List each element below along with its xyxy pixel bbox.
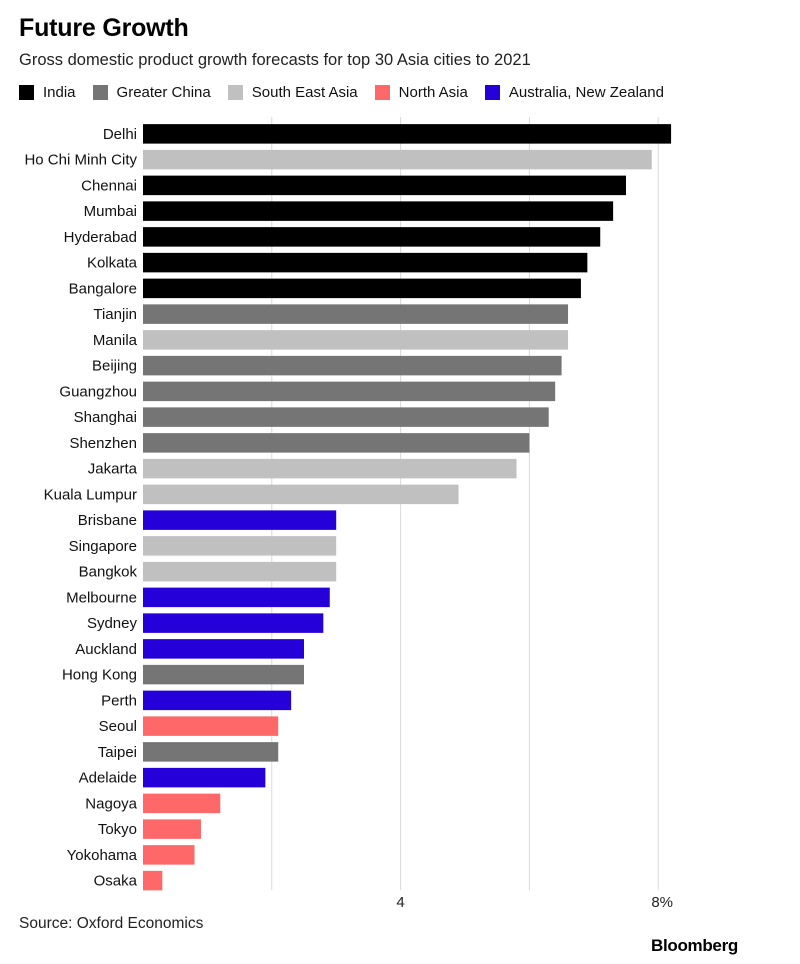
legend-item-india: India <box>19 84 76 101</box>
bar <box>143 458 517 479</box>
category-label: Nagoya <box>85 795 137 812</box>
category-label: Shanghai <box>74 409 137 426</box>
bar <box>143 278 581 299</box>
legend-item-south-east-asia: South East Asia <box>227 84 358 101</box>
category-label: Melbourne <box>66 589 137 606</box>
legend-item-north-asia: North Asia <box>374 84 468 101</box>
legend-swatch <box>92 85 108 100</box>
category-label: Osaka <box>94 873 138 890</box>
bar <box>143 407 549 427</box>
category-label: Tianjin <box>93 306 137 323</box>
bar <box>143 149 652 170</box>
bar <box>143 845 195 865</box>
legend-item-greater-china: Greater China <box>92 84 211 101</box>
category-label: Guangzhou <box>59 383 137 400</box>
legend-swatch <box>19 85 34 100</box>
bar <box>143 433 530 453</box>
brand-logo: Bloomberg <box>650 936 738 955</box>
source-note: Source: Oxford Economics <box>19 915 204 932</box>
bar <box>143 124 672 144</box>
bar <box>143 227 601 247</box>
bar <box>143 716 279 736</box>
chart-title: Future Growth <box>19 14 189 42</box>
bar <box>143 330 569 350</box>
chart-subtitle: Gross domestic product growth forecasts … <box>19 51 531 69</box>
bar <box>143 484 459 505</box>
category-label: Adelaide <box>79 770 137 787</box>
category-label: Ho Chi Minh City <box>24 152 137 169</box>
category-label: Yokohama <box>67 847 138 864</box>
bar <box>143 819 201 839</box>
legend-item-australia-new-zealand: Australia, New Zealand <box>484 84 664 101</box>
category-label: Tokyo <box>98 821 137 838</box>
bar <box>143 664 304 685</box>
legend-swatch <box>484 85 500 100</box>
legend-swatch <box>227 85 243 100</box>
category-label: Kuala Lumpur <box>44 486 137 503</box>
bar <box>143 355 562 376</box>
category-label: Hong Kong <box>62 667 137 684</box>
tick-label: 8% <box>651 894 673 911</box>
bar <box>143 639 304 659</box>
legend-label: India <box>43 84 76 101</box>
bar <box>143 742 279 762</box>
bar <box>143 767 266 788</box>
tick-label: 4 <box>396 894 404 911</box>
bar <box>143 201 614 221</box>
category-label: Brisbane <box>78 512 137 529</box>
bar <box>143 304 569 324</box>
category-label: Shenzhen <box>69 435 137 452</box>
legend-swatch <box>374 85 390 100</box>
bar <box>143 561 337 582</box>
category-label: Manila <box>93 332 138 349</box>
bar <box>143 175 626 196</box>
category-label: Jakarta <box>88 461 138 478</box>
bar <box>143 870 163 891</box>
category-label: Bangkok <box>79 564 138 581</box>
category-label: Mumbai <box>84 203 137 220</box>
category-label: Seoul <box>99 718 137 735</box>
category-label: Hyderabad <box>64 229 137 246</box>
legend-label: North Asia <box>398 84 468 101</box>
bar <box>143 381 556 402</box>
category-label: Taipei <box>98 744 137 761</box>
bar <box>143 510 337 530</box>
category-label: Perth <box>101 692 137 709</box>
category-label: Chennai <box>81 177 137 194</box>
bar <box>143 587 330 608</box>
legend-label: Greater China <box>116 84 211 101</box>
category-label: Kolkata <box>87 255 138 272</box>
category-label: Singapore <box>69 538 137 555</box>
category-label: Auckland <box>75 641 137 658</box>
category-label: Delhi <box>103 126 137 143</box>
legend: India Greater China South East Asia Nort… <box>19 84 681 101</box>
bar <box>143 613 324 633</box>
bar <box>143 793 221 814</box>
category-label: Bangalore <box>69 280 137 297</box>
legend-label: South East Asia <box>251 84 358 101</box>
legend-label: Australia, New Zealand <box>508 84 664 101</box>
bar <box>143 690 292 711</box>
bar <box>143 252 588 273</box>
category-label: Sydney <box>87 615 138 632</box>
category-label: Beijing <box>92 358 137 375</box>
bar <box>143 536 337 556</box>
